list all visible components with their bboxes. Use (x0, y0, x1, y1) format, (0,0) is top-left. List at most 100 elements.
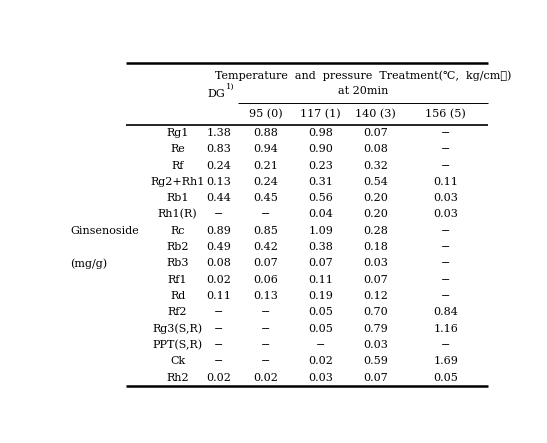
Text: 1.38: 1.38 (206, 128, 231, 138)
Text: Rh1(R): Rh1(R) (158, 210, 197, 220)
Text: 1.69: 1.69 (433, 356, 458, 366)
Text: 156 (5): 156 (5) (426, 109, 466, 119)
Text: 0.45: 0.45 (253, 193, 278, 203)
Text: Rg2+Rh1: Rg2+Rh1 (150, 177, 205, 187)
Text: −: − (441, 291, 450, 301)
Text: 1): 1) (226, 83, 235, 91)
Text: 0.42: 0.42 (253, 242, 278, 252)
Text: 0.38: 0.38 (308, 242, 333, 252)
Text: 0.24: 0.24 (206, 160, 231, 171)
Text: −: − (214, 340, 224, 350)
Text: 1.09: 1.09 (308, 226, 333, 236)
Text: Rf2: Rf2 (168, 307, 187, 317)
Text: 0.79: 0.79 (363, 324, 388, 334)
Text: 0.03: 0.03 (433, 210, 458, 219)
Text: −: − (316, 340, 325, 350)
Text: 0.20: 0.20 (363, 193, 388, 203)
Text: Ginsenoside: Ginsenoside (71, 226, 139, 236)
Text: −: − (214, 307, 224, 317)
Text: Re: Re (170, 144, 185, 154)
Text: (mg/g): (mg/g) (71, 258, 108, 269)
Text: Rc: Rc (170, 226, 185, 236)
Text: −: − (441, 128, 450, 138)
Text: −: − (261, 307, 270, 317)
Text: −: − (441, 275, 450, 285)
Text: 0.89: 0.89 (206, 226, 231, 236)
Text: 0.13: 0.13 (206, 177, 231, 187)
Text: 0.84: 0.84 (433, 307, 458, 317)
Text: 0.11: 0.11 (308, 275, 333, 285)
Text: 0.49: 0.49 (206, 242, 231, 252)
Text: Ck: Ck (170, 356, 185, 366)
Text: 0.08: 0.08 (206, 258, 231, 268)
Text: 0.03: 0.03 (363, 258, 388, 268)
Text: 0.59: 0.59 (363, 356, 388, 366)
Text: 0.02: 0.02 (206, 275, 231, 285)
Text: −: − (441, 160, 450, 171)
Text: −: − (441, 226, 450, 236)
Text: 0.07: 0.07 (363, 128, 388, 138)
Text: Rb3: Rb3 (166, 258, 189, 268)
Text: 0.07: 0.07 (363, 373, 388, 383)
Text: 0.06: 0.06 (253, 275, 278, 285)
Text: DG: DG (208, 89, 225, 99)
Text: 0.98: 0.98 (308, 128, 333, 138)
Text: 0.02: 0.02 (253, 373, 278, 383)
Text: 0.11: 0.11 (206, 291, 231, 301)
Text: −: − (441, 144, 450, 154)
Text: 0.02: 0.02 (308, 356, 333, 366)
Text: 0.11: 0.11 (433, 177, 458, 187)
Text: 0.56: 0.56 (308, 193, 333, 203)
Text: 0.44: 0.44 (206, 193, 231, 203)
Text: 0.85: 0.85 (253, 226, 278, 236)
Text: 0.88: 0.88 (253, 128, 278, 138)
Text: 0.05: 0.05 (433, 373, 458, 383)
Text: 0.03: 0.03 (363, 340, 388, 350)
Text: 0.07: 0.07 (253, 258, 278, 268)
Text: Rg1: Rg1 (166, 128, 189, 138)
Text: 0.70: 0.70 (363, 307, 388, 317)
Text: PPT(S,R): PPT(S,R) (153, 340, 202, 350)
Text: 0.07: 0.07 (309, 258, 333, 268)
Text: −: − (214, 324, 224, 334)
Text: 0.28: 0.28 (363, 226, 388, 236)
Text: 0.03: 0.03 (308, 373, 333, 383)
Text: −: − (441, 242, 450, 252)
Text: 95 (0): 95 (0) (249, 109, 282, 119)
Text: 0.08: 0.08 (363, 144, 388, 154)
Text: 0.23: 0.23 (308, 160, 333, 171)
Text: at 20min: at 20min (338, 85, 388, 96)
Text: Rb2: Rb2 (166, 242, 189, 252)
Text: 0.32: 0.32 (363, 160, 388, 171)
Text: 0.21: 0.21 (253, 160, 278, 171)
Text: −: − (441, 340, 450, 350)
Text: 0.24: 0.24 (253, 177, 278, 187)
Text: −: − (261, 356, 270, 366)
Text: 0.54: 0.54 (363, 177, 388, 187)
Text: 0.90: 0.90 (308, 144, 333, 154)
Text: 117 (1): 117 (1) (300, 109, 341, 119)
Text: 0.19: 0.19 (308, 291, 333, 301)
Text: 0.04: 0.04 (308, 210, 333, 219)
Text: 0.03: 0.03 (433, 193, 458, 203)
Text: 0.31: 0.31 (308, 177, 333, 187)
Text: −: − (214, 356, 224, 366)
Text: 0.20: 0.20 (363, 210, 388, 219)
Text: Rb1: Rb1 (166, 193, 189, 203)
Text: −: − (261, 340, 270, 350)
Text: Rf1: Rf1 (168, 275, 187, 285)
Text: 0.05: 0.05 (308, 307, 333, 317)
Text: Rf: Rf (171, 160, 184, 171)
Text: Temperature  and  pressure  Treatment(℃,  kg/cm㎡): Temperature and pressure Treatment(℃, kg… (215, 70, 511, 81)
Text: −: − (214, 210, 224, 219)
Text: 0.13: 0.13 (253, 291, 278, 301)
Text: −: − (261, 324, 270, 334)
Text: −: − (441, 258, 450, 268)
Text: 0.18: 0.18 (363, 242, 388, 252)
Text: 0.05: 0.05 (308, 324, 333, 334)
Text: 0.12: 0.12 (363, 291, 388, 301)
Text: Rd: Rd (170, 291, 185, 301)
Text: −: − (261, 210, 270, 219)
Text: Rg3(S,R): Rg3(S,R) (153, 323, 202, 334)
Text: 140 (3): 140 (3) (356, 109, 396, 119)
